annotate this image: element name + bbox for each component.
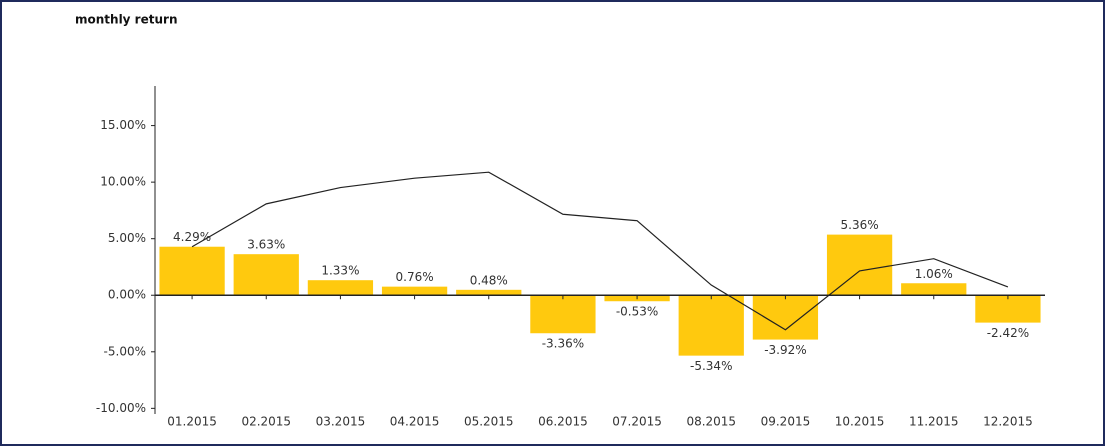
value-label: 0.48% bbox=[470, 273, 508, 287]
bar bbox=[233, 254, 299, 296]
x-tick-label: 01.2015 bbox=[167, 415, 217, 429]
bar bbox=[530, 295, 596, 334]
value-label: 4.29% bbox=[173, 230, 211, 244]
bar bbox=[381, 286, 448, 296]
x-tick-label: 04.2015 bbox=[390, 415, 440, 429]
bar bbox=[975, 295, 1041, 323]
y-tick-label: 0.00% bbox=[108, 288, 146, 302]
x-tick-label: 06.2015 bbox=[538, 415, 588, 429]
y-tick-label: -5.00% bbox=[104, 344, 146, 358]
y-tick-label: 10.00% bbox=[100, 175, 146, 189]
bar bbox=[826, 234, 893, 296]
value-label: -3.36% bbox=[542, 337, 584, 351]
value-label: -5.34% bbox=[690, 359, 732, 373]
x-tick-label: 07.2015 bbox=[612, 415, 662, 429]
y-tick-label: 15.00% bbox=[100, 118, 146, 132]
value-label: 5.36% bbox=[841, 218, 879, 232]
x-tick-label: 12.2015 bbox=[983, 415, 1033, 429]
y-tick-label: -10.00% bbox=[96, 401, 146, 415]
bar bbox=[159, 246, 225, 296]
x-tick-label: 10.2015 bbox=[835, 415, 885, 429]
x-tick-label: 08.2015 bbox=[686, 415, 736, 429]
chart-title: monthly return bbox=[75, 13, 177, 27]
bar bbox=[678, 295, 744, 356]
value-label: -2.42% bbox=[987, 326, 1029, 340]
y-tick-label: 5.00% bbox=[108, 231, 146, 245]
value-label: 1.33% bbox=[321, 264, 359, 278]
bar bbox=[752, 295, 819, 340]
x-tick-label: 09.2015 bbox=[761, 415, 811, 429]
bar bbox=[456, 289, 522, 296]
x-tick-label: 11.2015 bbox=[909, 415, 959, 429]
line bbox=[191, 171, 1009, 331]
bar bbox=[307, 280, 374, 296]
x-tick-label: 03.2015 bbox=[316, 415, 366, 429]
value-label: 3.63% bbox=[247, 238, 285, 252]
value-label: -0.53% bbox=[616, 305, 658, 319]
value-label: 1.06% bbox=[915, 267, 953, 281]
bar bbox=[901, 283, 967, 296]
x-tick-label: 05.2015 bbox=[464, 415, 514, 429]
value-label: 0.76% bbox=[396, 270, 434, 284]
x-tick-label: 02.2015 bbox=[241, 415, 291, 429]
value-label: -3.92% bbox=[764, 343, 806, 357]
